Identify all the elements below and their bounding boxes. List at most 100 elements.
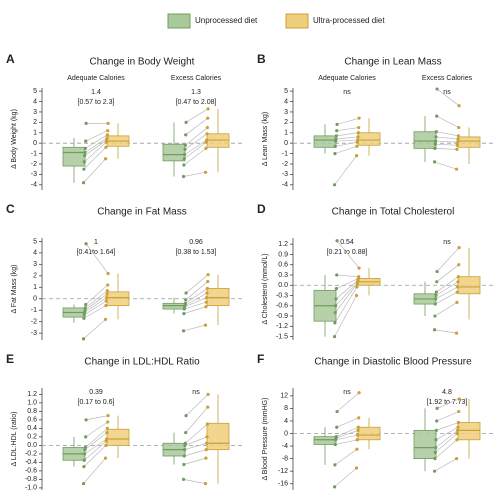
- point: [204, 448, 208, 452]
- point: [205, 422, 209, 426]
- box: [162, 143, 186, 162]
- point: [182, 312, 186, 316]
- y-tick-label: -3: [282, 171, 288, 178]
- point: [184, 133, 188, 137]
- point: [105, 295, 109, 300]
- legend-label: Ultra-processed diet: [313, 16, 385, 25]
- pair-line: [85, 130, 108, 142]
- pair-line: [335, 439, 358, 445]
- point: [457, 125, 461, 130]
- point: [182, 454, 186, 458]
- annotation: 4.8: [442, 389, 452, 396]
- annotation: ns: [343, 89, 351, 96]
- point: [183, 147, 187, 152]
- point: [183, 301, 187, 305]
- pair-line: [336, 417, 359, 428]
- point: [354, 154, 359, 158]
- y-tick-label: -2: [31, 319, 37, 326]
- point: [456, 134, 460, 138]
- point: [106, 283, 110, 287]
- point: [455, 147, 459, 152]
- point: [456, 275, 460, 279]
- pair-line: [434, 148, 457, 150]
- pair-line: [185, 274, 209, 294]
- point: [82, 465, 86, 469]
- point: [356, 428, 360, 432]
- point: [334, 297, 338, 301]
- pair-line: [184, 292, 208, 306]
- y-tick-label: -0.9: [276, 313, 288, 320]
- point: [455, 438, 459, 442]
- point: [355, 144, 359, 148]
- point: [106, 121, 110, 125]
- point: [83, 445, 87, 450]
- point: [83, 154, 87, 158]
- panel-letter: C: [6, 202, 15, 216]
- pair-line: [334, 155, 357, 186]
- point: [356, 135, 360, 139]
- box: [62, 146, 86, 167]
- y-tick-label: 2: [284, 119, 288, 126]
- point: [333, 311, 337, 315]
- point: [435, 280, 439, 284]
- y-tick-label: -1.0: [25, 485, 37, 492]
- box: [313, 436, 337, 445]
- annotation: [0.41to 1.64]: [77, 249, 116, 256]
- point: [105, 426, 109, 430]
- pair-line: [84, 300, 107, 316]
- y-tick-label: 0.4: [27, 425, 37, 432]
- point: [206, 405, 210, 409]
- point: [181, 174, 186, 179]
- panel-letter: F: [257, 352, 264, 366]
- point: [183, 153, 187, 157]
- point: [183, 143, 187, 147]
- pair-line: [435, 433, 458, 453]
- point: [82, 316, 86, 320]
- point: [335, 129, 339, 133]
- point: [454, 167, 459, 171]
- point: [83, 150, 87, 155]
- y-tick-label: 0: [284, 140, 288, 147]
- pair-line: [336, 117, 360, 125]
- point: [434, 293, 438, 298]
- pair-line: [336, 392, 360, 412]
- pair-line: [335, 430, 359, 439]
- pair-line: [84, 139, 107, 156]
- point: [182, 157, 186, 161]
- point: [334, 304, 338, 308]
- point: [433, 457, 437, 461]
- point: [357, 116, 361, 120]
- point: [205, 125, 209, 130]
- point: [356, 425, 360, 429]
- pair-line: [436, 411, 459, 422]
- point: [456, 285, 460, 289]
- pair-line: [183, 457, 207, 465]
- point: [334, 287, 338, 291]
- pair-line: [184, 301, 207, 310]
- y-tick-label: 12: [280, 393, 288, 400]
- pair-line: [85, 290, 108, 309]
- group-label: Adequate Calories: [67, 75, 125, 82]
- point: [435, 87, 439, 91]
- pair-line: [84, 438, 107, 455]
- point: [204, 305, 208, 309]
- point: [103, 456, 108, 460]
- annotation: 1.3: [191, 89, 201, 96]
- point: [182, 462, 186, 467]
- point: [204, 456, 208, 460]
- pair-line: [336, 127, 359, 132]
- legend-swatch: [167, 13, 191, 29]
- point: [434, 130, 438, 134]
- point: [205, 435, 209, 439]
- pair-line: [335, 136, 359, 140]
- point: [206, 273, 210, 277]
- point: [455, 290, 459, 294]
- point: [181, 329, 186, 333]
- point: [82, 458, 86, 462]
- annotation: [0.21 to 0.88]: [327, 249, 368, 256]
- pair-line: [335, 281, 358, 307]
- pair-line: [84, 297, 107, 313]
- box: [357, 132, 381, 146]
- annotation: 0.96: [189, 239, 203, 246]
- annotation: 1: [94, 239, 98, 246]
